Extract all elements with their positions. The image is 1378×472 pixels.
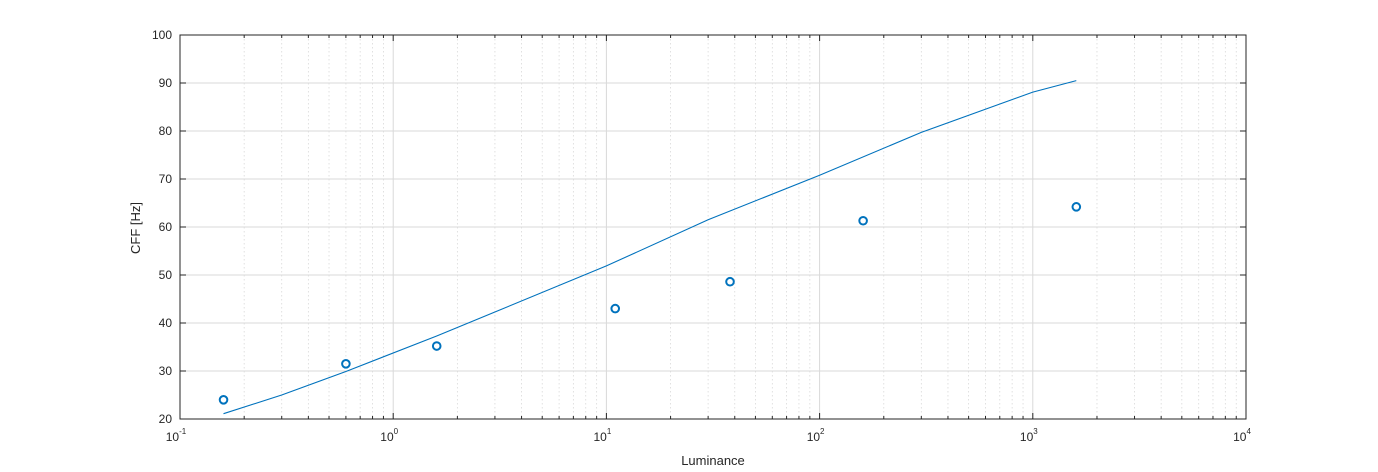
data-point-marker <box>725 276 735 287</box>
y-tick-label: 100 <box>152 28 172 42</box>
data-point-marker <box>858 215 868 226</box>
y-tick-label: 20 <box>159 412 173 426</box>
y-axis-title: CFF [Hz] <box>128 202 143 254</box>
y-tick-label: 50 <box>159 268 173 282</box>
data-point-marker <box>341 359 351 369</box>
y-tick-label: 80 <box>159 124 173 138</box>
y-tick-label: 70 <box>159 172 173 186</box>
fit-curve-line <box>223 80 1077 415</box>
data-point-marker <box>1071 202 1082 212</box>
y-tick-label: 60 <box>159 220 173 234</box>
data-point-marker <box>218 395 229 405</box>
tick-marks <box>179 34 1247 420</box>
x-axis-title: Luminance <box>681 453 745 468</box>
data-point-marker <box>610 303 621 314</box>
y-tick-label: 90 <box>159 76 173 90</box>
y-tick-label: 40 <box>159 316 173 330</box>
data-point-marker <box>431 341 442 351</box>
series-layer <box>218 80 1082 415</box>
y-tick-label: 30 <box>159 364 173 378</box>
